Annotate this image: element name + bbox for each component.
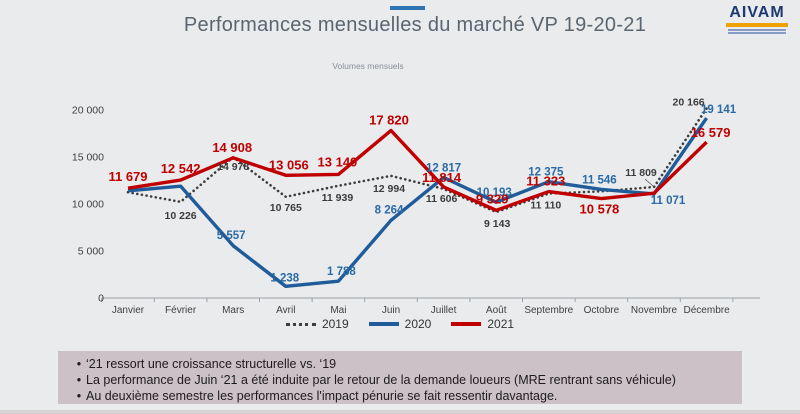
legend-item-2020: 2020 bbox=[368, 317, 432, 331]
data-point-label-2020: 12 375 bbox=[528, 167, 564, 179]
data-point-label-2021: 16 579 bbox=[691, 125, 731, 140]
x-axis-month-label: Décembre bbox=[684, 305, 731, 315]
note-item: • Au deuxième semestre les performances … bbox=[58, 388, 742, 404]
title-accent-dash bbox=[390, 6, 425, 10]
note-item: • La performance de Juin ‘21 a été indui… bbox=[58, 372, 742, 388]
label-leader-line bbox=[644, 178, 654, 187]
data-point-label-2020: 1 238 bbox=[270, 272, 299, 284]
data-point-label-2021: 10 578 bbox=[580, 202, 620, 217]
data-point-label-2019: 20 166 bbox=[673, 96, 705, 108]
data-point-label-2021: 12 542 bbox=[161, 161, 201, 176]
aivam-logo-bar bbox=[726, 23, 788, 27]
data-point-label-2021: 11 679 bbox=[108, 169, 147, 184]
data-point-label-2021: 11 323 bbox=[526, 174, 565, 189]
legend-swatch-2021-line bbox=[451, 322, 482, 326]
x-axis-month-label: Janvier bbox=[112, 305, 145, 315]
notes-box: • ‘21 ressort une croissance structurell… bbox=[58, 351, 742, 404]
x-axis-month-label: Septembre bbox=[524, 305, 573, 315]
data-point-label-2021: 9 329 bbox=[476, 191, 509, 206]
bullet-icon: • bbox=[76, 357, 82, 371]
aivam-logo-tagline-line bbox=[728, 29, 786, 31]
series-line-2020 bbox=[127, 117, 708, 289]
legend-swatch-2019-dotted bbox=[285, 322, 316, 326]
data-point-label-2021: 13 056 bbox=[269, 157, 309, 172]
chart-subtitle: Volumes mensuels bbox=[332, 61, 404, 71]
aivam-logo: AIVAM bbox=[726, 4, 788, 35]
aivam-logo-tagline-line bbox=[728, 32, 786, 34]
data-point-label-2021: 11 814 bbox=[422, 170, 462, 185]
x-axis-month-label: Février bbox=[165, 305, 197, 315]
note-text: La performance de Juin ‘21 a été induite… bbox=[86, 373, 676, 387]
legend-label-2020: 2020 bbox=[404, 317, 432, 331]
data-point-label-2020: 5 557 bbox=[217, 230, 246, 242]
x-axis-month-label: Juin bbox=[382, 305, 400, 315]
page-title: Performances mensuelles du marché VP 19-… bbox=[183, 14, 647, 36]
y-axis-tick-label: 10 000 bbox=[72, 199, 104, 211]
legend-item-2019: 2019 bbox=[285, 317, 349, 331]
data-point-label-2021: 17 820 bbox=[369, 112, 409, 127]
y-axis-tick-label: 0 bbox=[98, 293, 104, 305]
legend-label-2021: 2021 bbox=[487, 317, 515, 331]
data-point-label-2019: 12 994 bbox=[373, 183, 405, 195]
line-chart: 0 5 000 10 000 15 000 20 000 Janvier Février Ma… bbox=[60, 85, 795, 316]
data-point-label-2021: 13 140 bbox=[318, 154, 358, 169]
data-point-label-2020: 11 071 bbox=[651, 195, 686, 207]
data-point-label-2019: 10 765 bbox=[270, 202, 302, 214]
data-point-label-2020: 12 817 bbox=[426, 163, 461, 175]
data-point-label-2019: 14 978 bbox=[217, 161, 249, 173]
legend-swatch-2020-line bbox=[368, 322, 399, 326]
y-axis-tick-label: 5 000 bbox=[78, 246, 104, 258]
y-axis-tick-label: 20 000 bbox=[72, 105, 104, 117]
x-axis-month-label: Octobre bbox=[584, 305, 620, 315]
x-axis-month-label: Août bbox=[486, 305, 507, 315]
series-line-2021 bbox=[127, 128, 708, 213]
bullet-icon: • bbox=[76, 389, 82, 403]
x-axis-month-label: Juillet bbox=[431, 305, 457, 315]
x-axis-month-label: Mars bbox=[222, 305, 244, 315]
aivam-logo-text: AIVAM bbox=[729, 4, 785, 21]
x-axis-month-label: Avril bbox=[276, 305, 295, 315]
y-axis-tick-label: 15 000 bbox=[72, 152, 104, 164]
data-point-label-2021: 14 908 bbox=[212, 140, 252, 155]
legend-item-2021: 2021 bbox=[451, 317, 514, 331]
x-axis-month-label: Novembre bbox=[631, 305, 678, 315]
note-text: Au deuxième semestre les performances l'… bbox=[86, 389, 558, 403]
data-point-label-2020: 19 141 bbox=[701, 104, 737, 116]
data-point-label-2020: 8 264 bbox=[375, 204, 404, 216]
data-point-label-2019: 11 939 bbox=[322, 192, 354, 204]
data-point-label-2019: 11 606 bbox=[426, 193, 458, 205]
data-point-label-2019: 10 226 bbox=[165, 210, 197, 222]
data-point-label-2020: 11 546 bbox=[582, 174, 617, 186]
chart-canvas: 0 5 000 10 000 15 000 20 000 Janvier Février Ma… bbox=[72, 96, 760, 316]
note-item: • ‘21 ressort une croissance structurell… bbox=[58, 356, 742, 372]
legend-label-2019: 2019 bbox=[321, 317, 349, 331]
bullet-icon: • bbox=[76, 373, 82, 387]
chart-legend: 2019 2020 2021 bbox=[0, 317, 800, 331]
slide-bottom-edge bbox=[0, 410, 800, 414]
note-text: ‘21 ressort une croissance structurelle … bbox=[86, 357, 337, 371]
data-point-label-2020: 10 193 bbox=[477, 187, 512, 199]
data-point-label-2019: 11 110 bbox=[530, 200, 561, 212]
data-point-label-2019: 9 143 bbox=[484, 218, 510, 230]
data-point-label-2019: 11 809 bbox=[625, 167, 657, 179]
data-point-label-2020: 1 788 bbox=[327, 266, 356, 278]
x-axis-month-label: Mai bbox=[330, 305, 346, 315]
